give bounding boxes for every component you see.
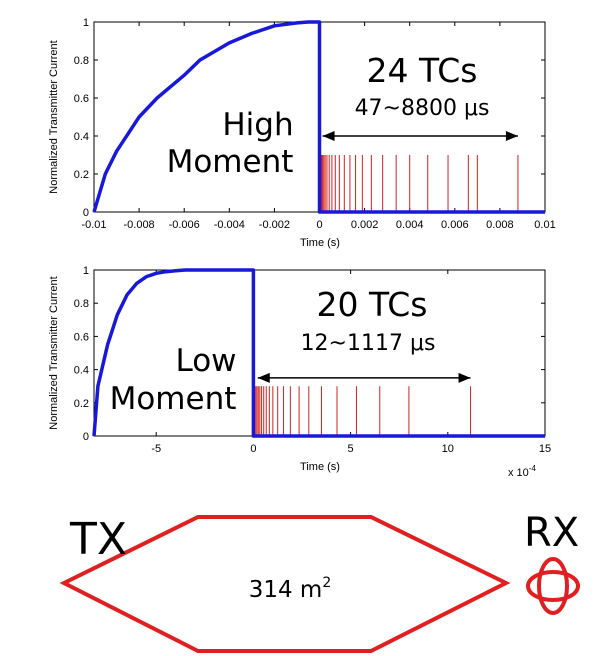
time-gate-lines — [255, 386, 472, 436]
y-axis-label: Normalized Transmitter Current — [48, 40, 60, 193]
arrow-head-right — [505, 131, 518, 141]
arrow-head-left — [257, 372, 270, 383]
y-tick-label: 0.8 — [74, 55, 89, 67]
x-tick-label: -0.008 — [123, 219, 154, 231]
x-tick-label: 15 — [539, 443, 551, 455]
y-tick-label: 0.4 — [74, 365, 89, 377]
y-tick-labels: 0 0.2 0.4 0.6 0.8 1 — [74, 265, 545, 443]
x-axis-exponent: x 10-4 — [508, 464, 536, 479]
receiver-coil-vertical — [537, 557, 569, 615]
arrow-head-right — [458, 372, 471, 383]
moment-label-line1: High — [222, 107, 293, 143]
x-tick-label: 0.01 — [534, 219, 555, 231]
x-tick-label: 10 — [442, 443, 454, 455]
y-tick-label: 0.6 — [74, 93, 89, 105]
rx-label: RX — [524, 510, 579, 556]
y-tick-label: 0.2 — [74, 398, 89, 410]
x-tick-labels: -0.01 -0.008 -0.006 -0.004 -0.002 0 0.002 0.004… — [81, 22, 556, 231]
x-tick-label: 0.002 — [351, 219, 379, 231]
y-tick-labels: 0 0.2 0.4 0.6 0.8 1 — [74, 17, 545, 219]
receiver-coil-horizontal — [526, 570, 580, 602]
loop-diagram: TX RX 314 m2 — [59, 510, 580, 653]
current-waveform-line — [92, 20, 545, 214]
high-moment-chart: 00.20.40.60.81 -0.01 -0.008 -0.006 -0.004 -0… — [48, 17, 556, 249]
current-waveform-line — [92, 268, 545, 438]
y-tick-label: 1 — [83, 17, 89, 29]
x-tick-label: 0.008 — [486, 219, 514, 231]
x-tick-label: -0.01 — [81, 219, 106, 231]
x-tick-label: 0.006 — [441, 219, 469, 231]
gate-range-annotation: 12~1117 μs — [301, 331, 436, 356]
x-tick-label: 0 — [316, 219, 322, 231]
y-tick-label: 0 — [83, 207, 89, 219]
moment-label-line1: Low — [175, 343, 236, 379]
loop-area-label: 314 m2 — [249, 575, 332, 603]
x-tick-label: 0.004 — [396, 219, 424, 231]
moment-label-line2: Moment — [110, 381, 237, 417]
y-tick-label: 0 — [83, 431, 89, 443]
y-axis-label: Normalized Transmitter Current — [48, 276, 60, 429]
y-tick-label: 0.6 — [74, 331, 89, 343]
transmitter-loop — [59, 515, 511, 653]
x-axis-label: Time (s) — [300, 461, 340, 473]
x-tick-label: -5 — [151, 443, 161, 455]
y-tick-label: 1 — [83, 265, 89, 277]
tx-label: TX — [69, 514, 127, 565]
gate-count-annotation: 20 TCs — [317, 285, 428, 324]
gate-range-annotation: 47~8800 μs — [355, 96, 490, 121]
moment-label-line2: Moment — [167, 144, 294, 180]
y-tick-label: 0.4 — [74, 131, 89, 143]
y-tick-label: 0.2 — [74, 169, 89, 181]
gate-count-annotation: 24 TCs — [367, 51, 478, 90]
y-tick-label: 0.8 — [74, 298, 89, 310]
x-axis-label: Time (s) — [300, 237, 340, 249]
low-moment-chart: 0 0.2 0.4 0.6 0.8 1 -5 0 5 10 15 Normalized Trans… — [48, 265, 551, 479]
gate-range-arrow — [257, 372, 471, 383]
x-tick-label: -0.002 — [259, 219, 290, 231]
gate-range-arrow — [322, 131, 518, 141]
x-tick-label: -0.006 — [169, 219, 200, 231]
x-tick-label: 5 — [348, 443, 354, 455]
x-tick-label: -0.004 — [214, 219, 245, 231]
x-tick-label: 0 — [250, 443, 256, 455]
arrow-head-left — [322, 131, 335, 141]
